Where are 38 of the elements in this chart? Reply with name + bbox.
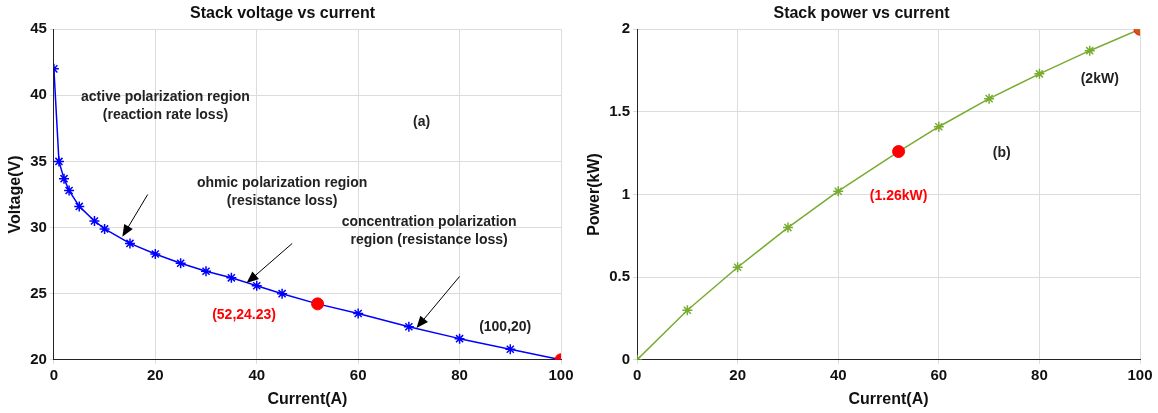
x-tick-label: 40 — [248, 365, 266, 383]
annotation: active polarization region (reaction rate loss) — [81, 87, 250, 122]
annotation: (52,24.23) — [212, 305, 276, 322]
x-axis-title: Current(A) — [848, 389, 929, 407]
y-tick-label: 2 — [621, 19, 631, 37]
y-axis-title: Power(kW) — [585, 153, 603, 236]
y-axis-title: Voltage(V) — [6, 155, 24, 234]
y-tick-label: 35 — [30, 151, 47, 169]
annotation: (a) — [412, 112, 431, 129]
x-tick-label: 60 — [349, 365, 367, 383]
y-tick-label: 1 — [621, 184, 631, 202]
annotation: (2kW) — [1080, 69, 1119, 86]
annotation: (b) — [992, 144, 1011, 161]
x-tick-label: 100 — [548, 365, 574, 383]
annotation: ohmic polarization region (resistance loss) — [196, 173, 368, 208]
y-tick-label: 0 — [621, 349, 631, 367]
x-tick-label: 20 — [729, 365, 746, 383]
x-tick-label: 100 — [1127, 365, 1153, 383]
y-tick-label: 0.5 — [609, 267, 631, 285]
chart-title: Stack power vs current — [773, 4, 951, 22]
x-tick-label: 0 — [632, 365, 642, 383]
x-tick-label: 40 — [829, 365, 847, 383]
annotation: (100,20) — [479, 317, 532, 334]
x-tick-label: 80 — [451, 365, 468, 383]
x-tick-label: 80 — [1031, 365, 1048, 383]
x-axis-title: Current(A) — [267, 389, 348, 407]
chart-title: Stack voltage vs current — [190, 4, 376, 22]
y-tick-label: 20 — [30, 349, 47, 367]
y-tick-label: 45 — [30, 19, 47, 37]
x-tick-label: 20 — [146, 365, 164, 383]
x-tick-label: 0 — [49, 365, 59, 383]
annotation: concentration polarization region (resistance loss) — [341, 213, 517, 248]
y-tick-label: 40 — [30, 85, 47, 103]
y-tick-label: 30 — [30, 217, 47, 235]
annotation: (1.26kW) — [869, 187, 928, 204]
y-tick-label: 25 — [30, 283, 47, 301]
x-tick-label: 60 — [930, 365, 948, 383]
y-tick-label: 1.5 — [609, 101, 631, 119]
